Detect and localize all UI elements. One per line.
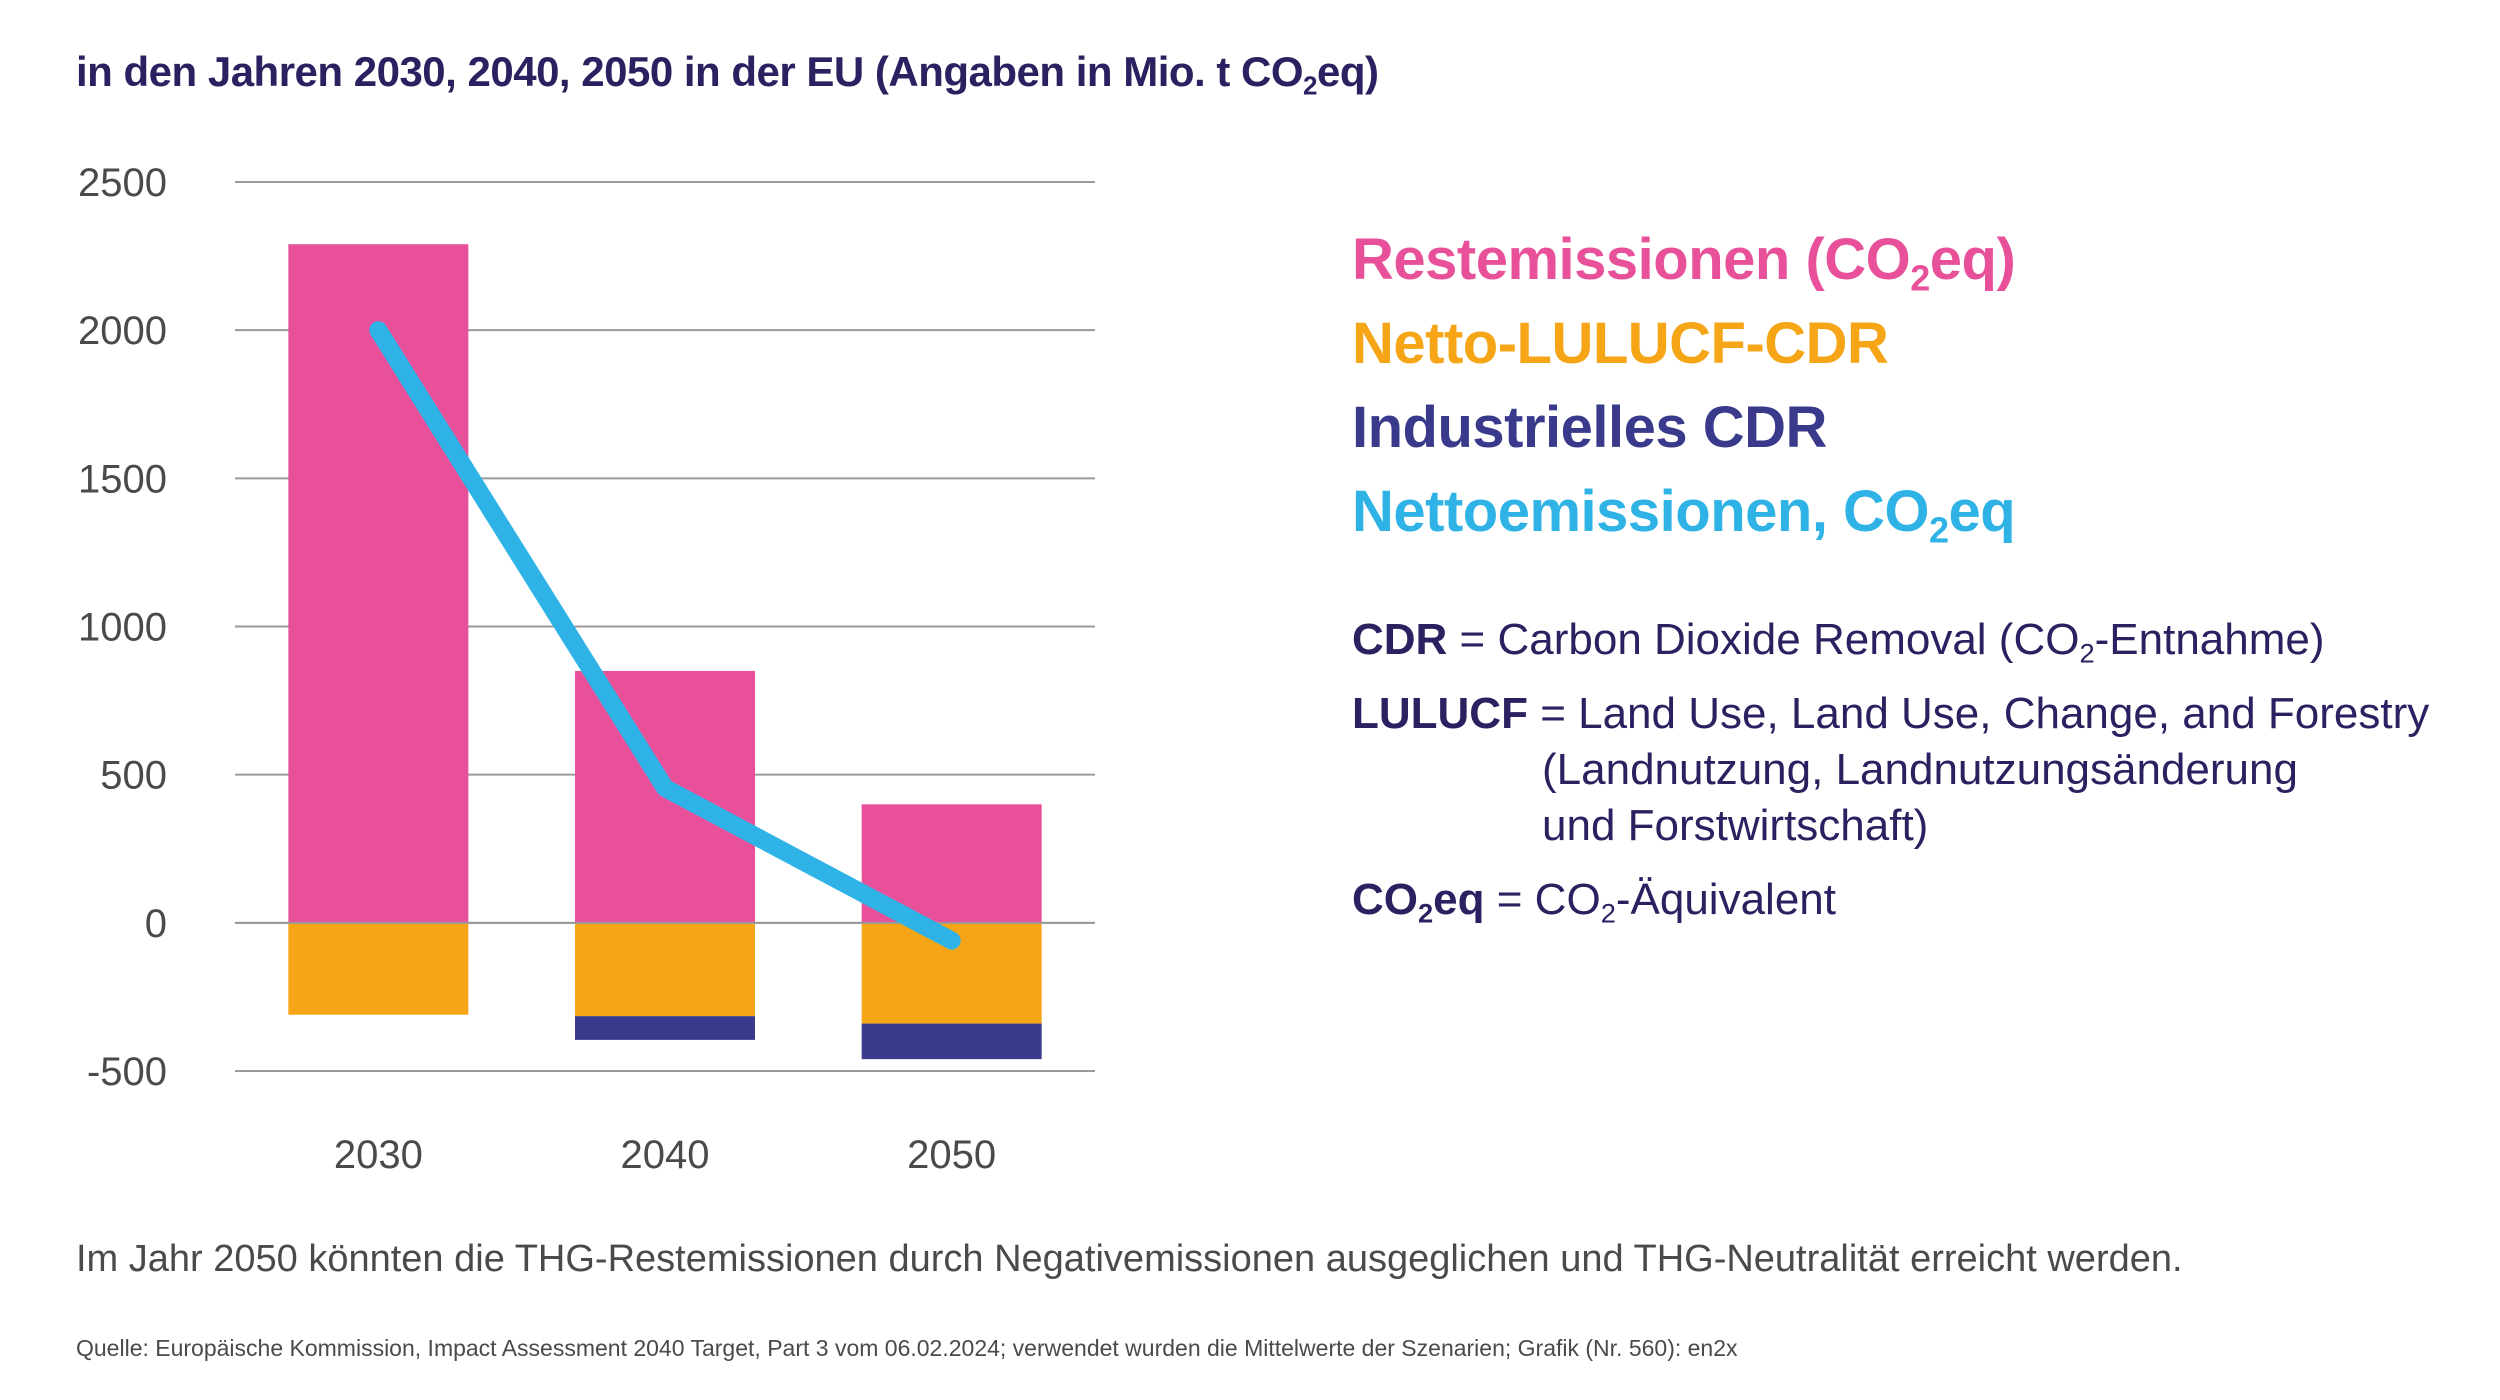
net-emissions-polyline [369, 321, 961, 950]
x-tick-label: 2030 [334, 1133, 423, 1177]
y-tick-label: 2500 [78, 161, 167, 205]
definitions: CDR = Carbon Dioxide Removal (CO2-Entnah… [1352, 612, 2429, 946]
x-axis-ticks: 2030 2040 2050 [334, 1133, 996, 1177]
definition-cdr: CDR = Carbon Dioxide Removal (CO2-Entnah… [1352, 615, 2325, 669]
source-note: Quelle: Europäische Kommission, Impact A… [76, 1335, 1738, 1361]
x-tick-label: 2050 [907, 1133, 996, 1177]
legend-nettoemissionen: Nettoemissionen, CO2eq [1352, 479, 2016, 551]
y-tick-label: 0 [145, 902, 167, 946]
bar-industrial_cdr-2050 [861, 1023, 1042, 1060]
bars [235, 244, 1095, 1060]
y-tick-label: 1500 [78, 457, 167, 501]
bar-lulucf-2030 [288, 922, 469, 1015]
y-tick-label: 1000 [78, 606, 167, 650]
legend-industrielles-cdr: Industrielles CDR [1352, 395, 1827, 460]
y-tick-label: 2000 [78, 309, 167, 353]
caption: Im Jahr 2050 könnten die THG-Restemissio… [76, 1238, 2183, 1280]
stacked-bar-chart: 2500 2000 1500 1000 500 0 -500 2030 2040 2050 [78, 161, 1095, 1177]
legend-restemissionen: Restemissionen (CO2eq) [1352, 227, 2016, 299]
bar-industrial_cdr-2040 [575, 1016, 755, 1040]
net-emissions-line [369, 321, 961, 950]
bar-lulucf-2040 [575, 922, 755, 1017]
legend-netto-lulucf-cdr: Netto-LULUCF-CDR [1352, 311, 1889, 376]
definition-co2eq: CO2eq = CO2-Äquivalent [1352, 875, 1836, 929]
x-tick-label: 2040 [621, 1133, 710, 1177]
chart-title: in den Jahren 2030, 2040, 2050 in der EU… [76, 48, 1379, 101]
legend: Restemissionen (CO2eq) Netto-LULUCF-CDR … [1352, 218, 2016, 554]
y-tick-label: 500 [100, 754, 167, 798]
y-tick-label: -500 [87, 1050, 167, 1094]
bar-restemissionen-2030 [288, 244, 469, 923]
y-axis-ticks: 2500 2000 1500 1000 500 0 -500 [78, 161, 167, 1094]
definition-lulucf: LULUCF = Land Use, Land Use, Change, and… [1352, 689, 2430, 850]
